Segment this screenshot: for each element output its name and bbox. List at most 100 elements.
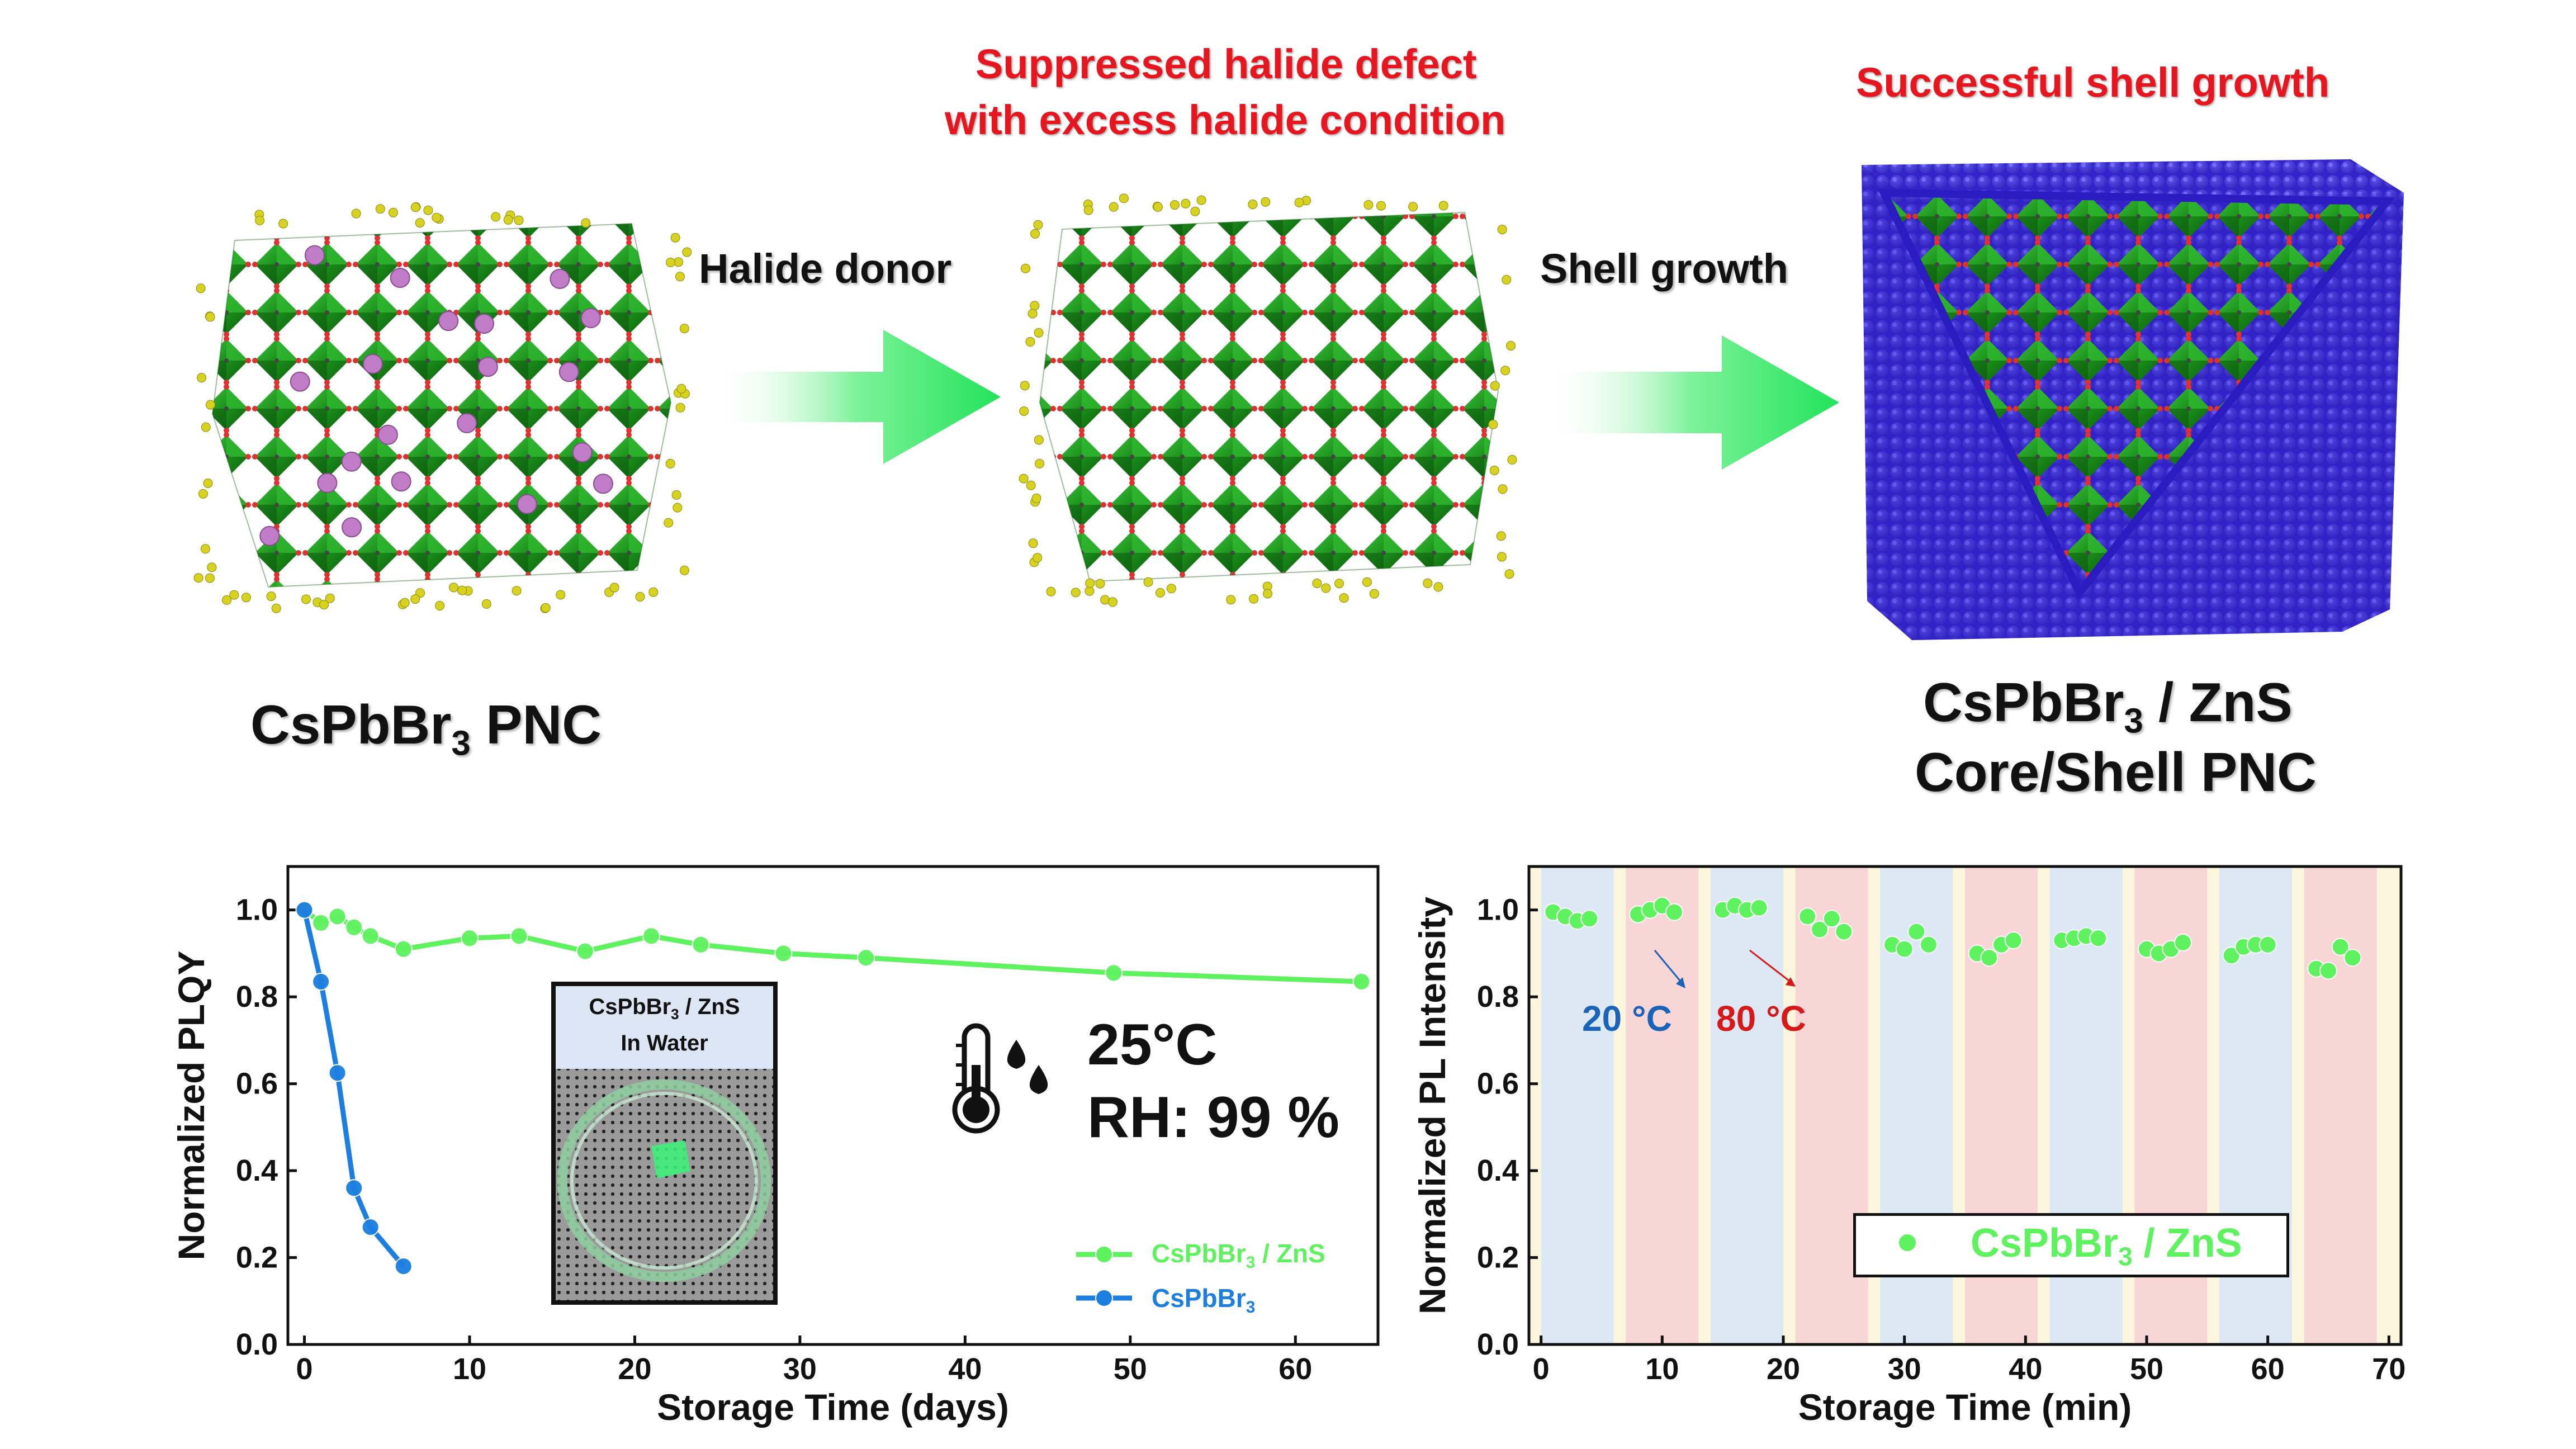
halide-atom <box>674 257 684 267</box>
vacancy-atom <box>550 268 570 289</box>
label-core-shell-line2: Core/Shell PNC <box>1915 741 2317 803</box>
legend1-tail: / ZnS <box>1255 1239 1325 1268</box>
data-point <box>345 918 363 936</box>
halide-atom <box>670 233 680 243</box>
cold-annotation-arrow <box>1654 950 1684 984</box>
halide-passivated-crystal-model <box>1019 193 1517 607</box>
process-arrow-2 <box>1543 335 1839 470</box>
halide-atom <box>1046 586 1056 596</box>
x-tick-label: 60 <box>1278 1352 1312 1386</box>
data-point <box>394 1257 413 1276</box>
halide-atom <box>193 573 203 583</box>
x-tick-label: 30 <box>783 1352 817 1386</box>
halide-atom <box>1249 594 1259 604</box>
cold-band <box>1541 866 1614 1344</box>
data-point <box>2319 962 2337 980</box>
vacancy-atom <box>593 473 613 494</box>
inset-title-line1: CsPbBr3 / ZnS <box>556 992 773 1029</box>
halide-atom <box>1071 588 1081 598</box>
halide-atom <box>491 212 501 222</box>
halide-atom <box>1488 419 1498 429</box>
halide-atom <box>388 207 398 217</box>
halide-atom <box>1119 193 1129 203</box>
halide-atom <box>1339 593 1349 603</box>
halide-atom <box>1020 381 1030 391</box>
inset-title-line2: In Water <box>621 1031 708 1055</box>
halide-atom <box>1019 473 1029 484</box>
legend1-main: CsPbBr <box>1152 1239 1246 1268</box>
core-shell-cube-model <box>1862 159 2404 640</box>
vacancy-atom <box>390 268 410 288</box>
data-point <box>1798 907 1817 926</box>
process-arrow-1 <box>710 330 1001 464</box>
vacancy-atom <box>341 451 362 472</box>
data-point <box>2258 935 2277 954</box>
inset-title-main: CsPbBr <box>589 995 671 1019</box>
halide-atom <box>671 490 681 500</box>
legend3-main: CsPbBr <box>1971 1221 2119 1266</box>
halide-atom <box>301 594 311 604</box>
halide-atom <box>435 601 445 610</box>
data-point <box>328 907 347 926</box>
halide-atom <box>205 312 215 322</box>
legend-marker <box>1095 1289 1113 1307</box>
data-point <box>1920 935 1938 954</box>
x-tick-label: 50 <box>1114 1352 1147 1386</box>
cold-annotation-arrowhead <box>1676 977 1685 988</box>
halide-atom <box>1490 381 1500 391</box>
halide-atom <box>197 373 207 383</box>
x-tick-label: 10 <box>1645 1352 1679 1386</box>
halide-atom <box>266 591 276 602</box>
x-tick-label: 0 <box>296 1352 313 1386</box>
halide-atom <box>481 599 491 609</box>
label-right-sub: 3 <box>2124 702 2143 741</box>
y-tick-label: 1.0 <box>1477 893 1519 927</box>
data-point <box>774 944 793 963</box>
data-point <box>461 929 479 948</box>
halide-atom <box>1033 220 1043 230</box>
halide-atom <box>1321 583 1331 593</box>
data-point <box>2222 946 2241 965</box>
thermal-cycling-chart: 0 10 20 30 40 50 60 70 0.0 0.2 0.4 0.6 0.8 1.0 Storage… <box>1412 865 2405 1428</box>
halide-atom <box>410 202 420 212</box>
halide-atom <box>514 215 524 225</box>
label-left-sub: 3 <box>451 724 471 763</box>
label-right-tail: / ZnS <box>2143 671 2293 733</box>
halide-atom <box>241 593 251 603</box>
vacancy-atom <box>290 371 310 392</box>
halide-atom <box>1190 206 1200 216</box>
halide-atom <box>423 205 433 215</box>
y-tick-label: 0.0 <box>1477 1328 1519 1361</box>
halide-atom <box>432 212 442 222</box>
halide-atom <box>1166 584 1176 594</box>
x-axis-label: Storage Time (days) <box>657 1386 1009 1428</box>
annotation-middle-line1: Suppressed halide defect <box>976 41 1477 87</box>
x-tick-label: 20 <box>1767 1352 1800 1386</box>
legend2-main: CsPbBr <box>1152 1284 1246 1313</box>
legend2-sub: 3 <box>1246 1298 1256 1317</box>
halide-atom <box>1031 493 1041 503</box>
halide-atom <box>556 590 566 600</box>
halide-atom <box>1034 435 1044 445</box>
halide-atom <box>1504 569 1514 579</box>
plot-frame <box>1527 865 2403 1346</box>
halide-atom <box>319 600 329 610</box>
data-point <box>1665 903 1683 921</box>
halide-atom <box>1025 337 1035 347</box>
y-tick-label: 0.6 <box>1477 1067 1519 1101</box>
halide-atom <box>1334 579 1344 589</box>
y-tick-label: 0.8 <box>1477 980 1519 1014</box>
vacancy-atom <box>580 308 601 328</box>
vacancy-atom <box>259 525 280 546</box>
halide-atom <box>1489 466 1499 475</box>
legend-marker <box>1095 1246 1113 1263</box>
halide-atom <box>609 583 619 593</box>
halide-atom <box>400 598 410 608</box>
vacancy-atom <box>377 424 398 445</box>
halide-atom <box>1030 301 1040 311</box>
halide-atom <box>673 503 683 513</box>
vacancy-atom <box>477 357 498 377</box>
halide-atom <box>1028 538 1038 548</box>
data-point <box>361 927 380 945</box>
data-point <box>345 1179 363 1197</box>
